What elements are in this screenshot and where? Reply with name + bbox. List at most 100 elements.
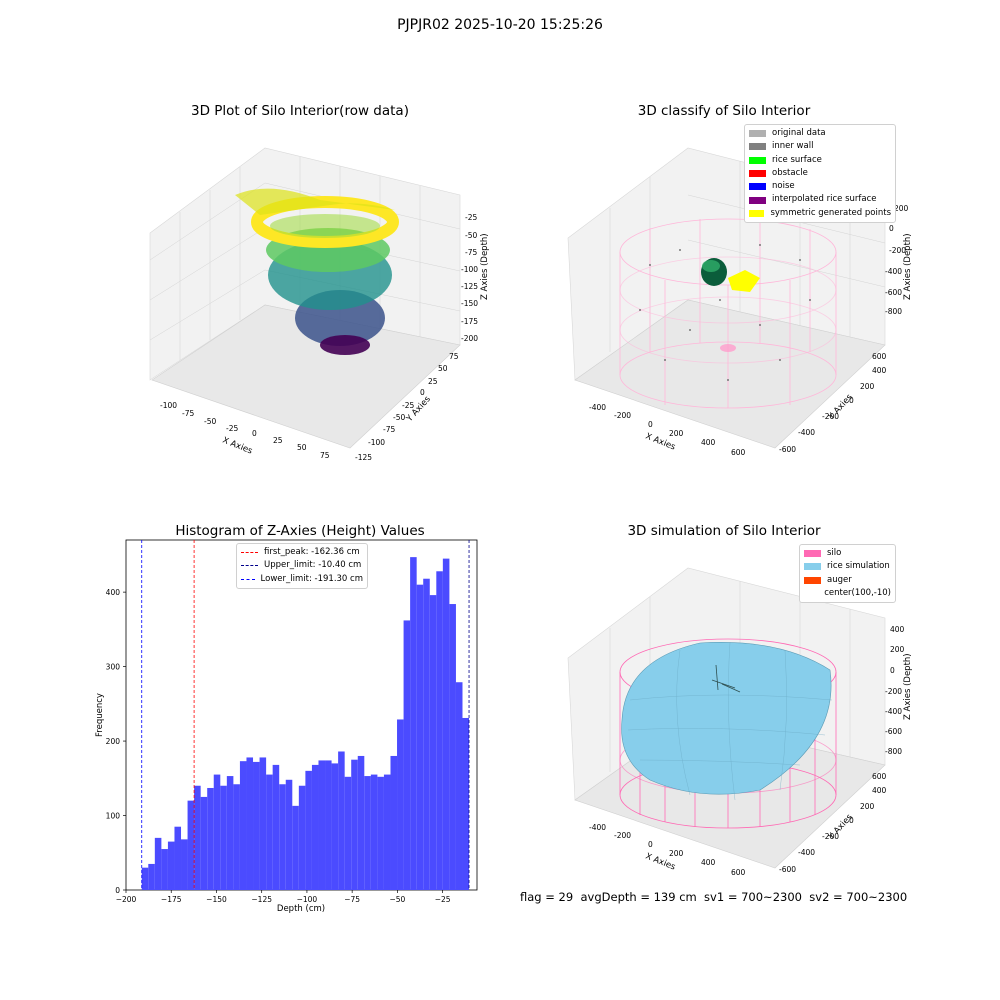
rice-simulation-swatch [804,563,821,571]
raw-ytick: 25 [428,377,438,386]
legend-label: symmetric generated points [770,207,891,218]
raw-xtick: -50 [204,417,216,426]
figure-title: PJPJR02 2025-10-20 15:25:26 [397,17,603,33]
classify-ytick: -400 [798,428,815,437]
histogram-vlines [141,540,470,890]
raw-ztick: -100 [461,265,478,274]
simulation-ztick: -200 [885,687,902,696]
classify-ytick: 600 [872,352,887,361]
histogram-title: Histogram of Z-Axies (Height) Values [175,523,425,539]
simulation-y-axis-label: Y Axies [826,812,855,843]
histogram-bar [220,785,227,890]
histogram-bar [266,774,273,890]
raw-ytick: 50 [438,364,448,373]
legend-item-original-data: original data [749,127,891,140]
legend-label: interpolated rice surface [772,194,877,205]
legend-item-symmetric: symmetric generated points [749,207,891,220]
legend-item-inner-wall: inner wall [749,140,891,153]
raw-ytick: -50 [393,413,405,422]
legend-label: rice surface [772,154,822,165]
raw-ztick: -25 [465,213,477,222]
auger-swatch [804,576,821,584]
histogram-bar [259,757,267,890]
classify-x-ticks: -400 -200 0 200 400 600 [589,403,746,457]
histogram-bar [383,774,391,890]
legend-item-center: center(100,-10) [804,587,891,600]
simulation-ztick: -800 [885,747,902,756]
raw-z-axis-label: Z Axies (Depth) [480,233,490,300]
simulation-xtick: 0 [648,840,653,849]
histogram-bar [338,751,345,890]
raw-plot-title: 3D Plot of Silo Interior(row data) [191,103,409,119]
simulation-ytick: 200 [860,802,875,811]
raw-inner-rim [270,214,380,238]
classify-xtick: -400 [589,403,606,412]
noise-swatch [749,183,766,191]
classify-legend: original data inner wall rice surface ob… [744,124,896,224]
histogram-ytick-label: 0 [115,886,120,895]
simulation-xtick: -400 [589,823,606,832]
legend-item-rice-simulation: rice simulation [804,560,891,573]
raw-ytick: -25 [402,401,414,410]
simulation-xtick: 400 [701,858,716,867]
histogram-bar [154,837,162,890]
raw-top-sheet [235,188,395,215]
histogram-xtick-label: −200 [116,895,137,904]
histogram-bar [246,757,254,890]
histogram-bar [455,682,463,890]
legend-item-rice-surface: rice surface [749,154,891,167]
classify-y-ticks: -600 -400 -200 0 200 400 600 [779,352,887,454]
legend-item-obstacle: obstacle [749,167,891,180]
inner-wall-swatch [749,143,766,151]
simulation-ytick: 600 [872,772,887,781]
raw-ytick: 75 [449,352,459,361]
histogram-xtick-label: −50 [389,895,405,904]
simulation-xtick: 200 [669,849,684,858]
simulation-ytick: 400 [872,786,887,795]
histogram-bar [305,770,312,890]
histogram-bar [416,584,424,890]
raw-ztick: -175 [461,317,478,326]
raw-ztick: -200 [461,334,478,343]
histogram-bar [292,805,299,890]
simulation-ytick: -200 [822,832,839,841]
histogram-x-axis-label: Depth (cm) [277,904,325,914]
histogram-bar [462,717,470,890]
histogram-bar [390,755,398,890]
legend-item-upper-limit: Upper_limit: -10.40 cm [241,559,363,572]
raw-xtick: 50 [297,443,307,452]
histogram-y-axis-label: Frequency [95,693,105,737]
legend-label: first_peak: -162.36 cm [264,547,360,557]
histogram-bar [194,785,201,890]
histogram-bar [449,604,456,890]
histogram-bar [207,787,214,890]
simulation-rice-surface [621,642,832,795]
histogram-bar [357,755,365,890]
histogram-bar [233,784,240,890]
histogram-bar [325,760,332,890]
legend-item-silo: silo [804,547,891,560]
legend-label: noise [772,181,795,192]
simulation-ytick: 0 [849,816,854,825]
legend-label: original data [772,128,826,138]
simulation-ztick: 0 [890,666,895,675]
histogram-bar [351,759,358,890]
classify-xtick: -200 [614,411,631,420]
legend-item-first-peak: first_peak: -162.36 cm [241,546,363,559]
histogram-bar [174,826,182,890]
classify-ztick: 0 [889,224,894,233]
raw-ytick: -75 [383,425,395,434]
classify-silo-wireframe [619,218,837,409]
lower-limit-line-swatch [241,578,255,580]
classify-z-ticks: 200 0 -200 -400 -600 -800 [885,204,909,316]
raw-xtick: -25 [226,424,238,433]
histogram-bar [377,776,384,890]
histogram-bar [226,776,234,890]
histogram-bar [213,774,221,890]
raw-x-ticks: -100 -75 -50 -25 0 25 50 75 [160,401,330,460]
histogram-xtick-label: −75 [344,895,360,904]
raw-xtick: -100 [160,401,177,410]
legend-item-auger: auger [804,574,891,587]
histogram-bar [318,760,326,890]
